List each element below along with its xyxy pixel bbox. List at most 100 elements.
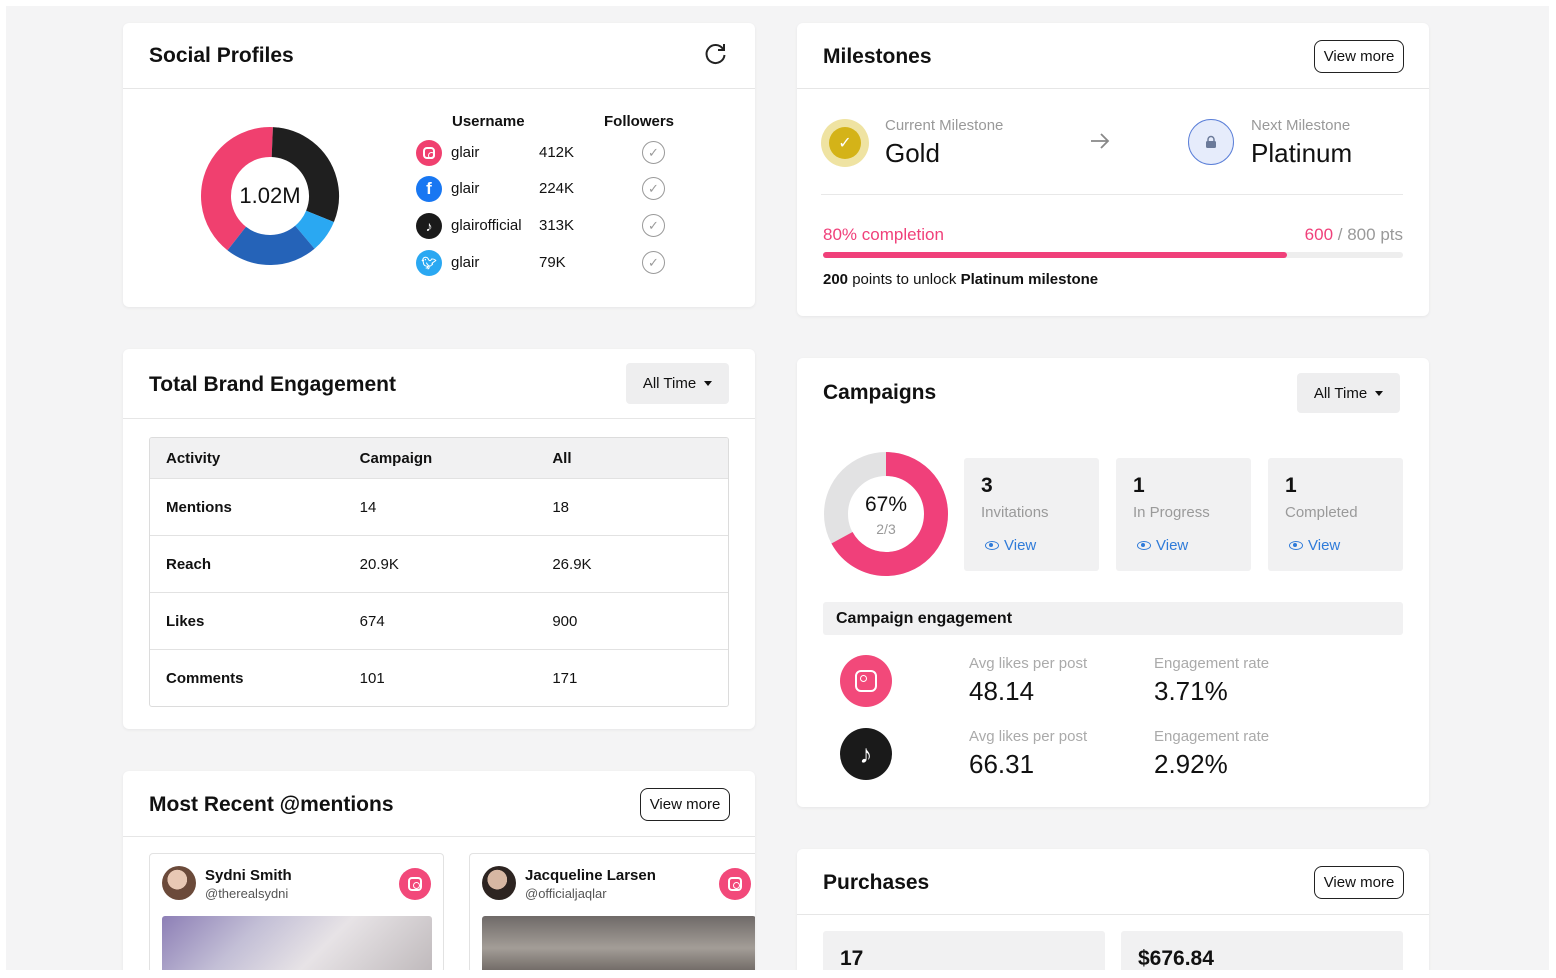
points-current: 600	[1304, 225, 1334, 244]
twitter-icon: 🐦︎	[416, 250, 442, 276]
points-readout: 600 / 800 pts	[1305, 225, 1403, 245]
card-title: Purchases	[823, 871, 930, 894]
profile-followers: 313K	[539, 217, 575, 234]
mention-image[interactable]	[162, 916, 432, 970]
avatar	[162, 866, 196, 900]
campaign-percent: 67%	[864, 493, 908, 516]
stat-number: 1	[1285, 474, 1297, 497]
engagement-table: Activity Campaign All Mentions 14 18 Rea…	[149, 437, 729, 707]
stat-number: 1	[1133, 474, 1145, 497]
purchase-count: 17	[840, 947, 864, 970]
view-invitations-link[interactable]: View	[985, 537, 1036, 554]
time-filter-dropdown[interactable]: All Time	[626, 363, 729, 404]
mention-name: Sydni Smith	[205, 867, 292, 884]
time-filter-dropdown[interactable]: All Time	[1297, 373, 1400, 413]
engagement-rate-label: Engagement rate	[1154, 728, 1270, 745]
stat-invitations: 3 Invitations View	[964, 458, 1099, 571]
divider	[821, 194, 1403, 195]
cell-campaign: 101	[359, 669, 385, 687]
view-in-progress-link[interactable]: View	[1137, 537, 1188, 554]
caret-down-icon	[704, 381, 713, 386]
profile-row: glair 412K ✓	[416, 140, 676, 166]
engagement-rate-label: Engagement rate	[1154, 655, 1270, 672]
social-profiles-card: Social Profiles 1.02M Username Followers…	[123, 23, 755, 307]
donut-slice-tiktok	[201, 127, 339, 265]
completion-label: 80% completion	[823, 225, 944, 244]
cell-activity: Comments	[166, 669, 244, 687]
avatar	[482, 866, 516, 900]
current-milestone-label: Current Milestone	[885, 117, 1004, 134]
profile-row: ♪ glairofficial 313K ✓	[416, 213, 676, 239]
profile-username: glair	[451, 144, 480, 161]
profile-followers: 412K	[539, 144, 575, 161]
campaign-completion-ring: 67% 2/3	[823, 451, 949, 577]
avg-likes-label: Avg likes per post	[969, 728, 1088, 745]
check-icon: ✓	[642, 141, 665, 164]
avg-likes-label: Avg likes per post	[969, 655, 1088, 672]
campaign-ratio: 2/3	[876, 521, 896, 537]
card-title: Total Brand Engagement	[149, 373, 396, 396]
cell-activity: Reach	[166, 555, 212, 573]
profile-row: f glair 224K ✓	[416, 176, 676, 202]
arrow-right-icon	[1089, 131, 1111, 156]
cell-all: 18	[552, 498, 570, 516]
eye-icon	[1137, 541, 1151, 550]
mention-image[interactable]	[482, 916, 755, 970]
stat-label: Completed	[1285, 504, 1358, 521]
table-row: Comments 101 171	[150, 649, 728, 706]
refresh-icon[interactable]	[703, 41, 729, 67]
next-milestone-value: Platinum	[1251, 138, 1353, 168]
next-milestone-label: Next Milestone	[1251, 117, 1351, 134]
engagement-rate-value: 2.92%	[1154, 749, 1228, 779]
dashboard: Social Profiles 1.02M Username Followers…	[6, 6, 1549, 970]
unlock-message: 200 points to unlock Platinum milestone	[823, 271, 1098, 288]
view-completed-link[interactable]: View	[1289, 537, 1340, 554]
instagram-icon	[840, 655, 892, 707]
cell-activity: Mentions	[166, 498, 232, 516]
divider	[123, 88, 755, 89]
view-more-button[interactable]: View more	[1314, 40, 1404, 73]
cell-activity: Likes	[166, 612, 205, 630]
header-campaign: Campaign	[359, 449, 433, 467]
stat-completed: 1 Completed View	[1268, 458, 1403, 571]
profile-username: glair	[451, 180, 480, 197]
header-all: All	[552, 449, 572, 467]
stat-number: 3	[981, 474, 993, 497]
total-followers: 1.02M	[239, 183, 301, 208]
check-icon: ✓	[642, 177, 665, 200]
mention-card[interactable]: Jacqueline Larsen @officialjaqlar	[469, 853, 755, 970]
header-activity: Activity	[166, 449, 221, 467]
view-label: View	[1156, 537, 1189, 554]
profile-followers: 79K	[539, 254, 566, 271]
card-title: Most Recent @mentions	[149, 793, 394, 816]
mention-card[interactable]: Sydni Smith @therealsydni	[149, 853, 444, 970]
followers-donut-chart: 1.02M	[199, 125, 341, 267]
avg-likes-value: 66.31	[969, 749, 1035, 779]
mentions-card: Most Recent @mentions View more Sydni Sm…	[123, 771, 755, 970]
profile-row: 🐦︎ glair 79K ✓	[416, 250, 676, 276]
stat-in-progress: 1 In Progress View	[1116, 458, 1251, 571]
cell-campaign: 674	[359, 612, 385, 630]
profile-username: glair	[451, 254, 480, 271]
column-followers: Followers	[604, 113, 675, 130]
milestone-progress-track	[823, 252, 1403, 258]
view-label: View	[1004, 537, 1037, 554]
avg-likes-value: 48.14	[969, 676, 1035, 706]
campaign-engagement-header: Campaign engagement	[823, 602, 1403, 635]
campaigns-card: Campaigns All Time 67% 2/3 3 Invitations…	[797, 358, 1429, 807]
cell-all: 171	[552, 669, 578, 687]
donut-slice-twitter	[201, 127, 339, 265]
facebook-icon: f	[416, 176, 442, 202]
purchase-count-box: 17	[823, 931, 1105, 970]
table-row: Mentions 14 18	[150, 478, 728, 535]
unlock-target: Platinum milestone	[960, 271, 1099, 288]
view-more-button[interactable]: View more	[640, 788, 730, 821]
table-row: Likes 674 900	[150, 592, 728, 649]
profile-username: glairofficial	[451, 217, 522, 234]
cell-campaign: 20.9K	[359, 555, 399, 573]
check-icon: ✓	[642, 251, 665, 274]
view-more-button[interactable]: View more	[1314, 866, 1404, 899]
cell-campaign: 14	[359, 498, 377, 516]
mention-handle: @officialjaqlar	[525, 886, 607, 901]
purchases-card: Purchases View more 17 $676.84	[797, 849, 1429, 970]
